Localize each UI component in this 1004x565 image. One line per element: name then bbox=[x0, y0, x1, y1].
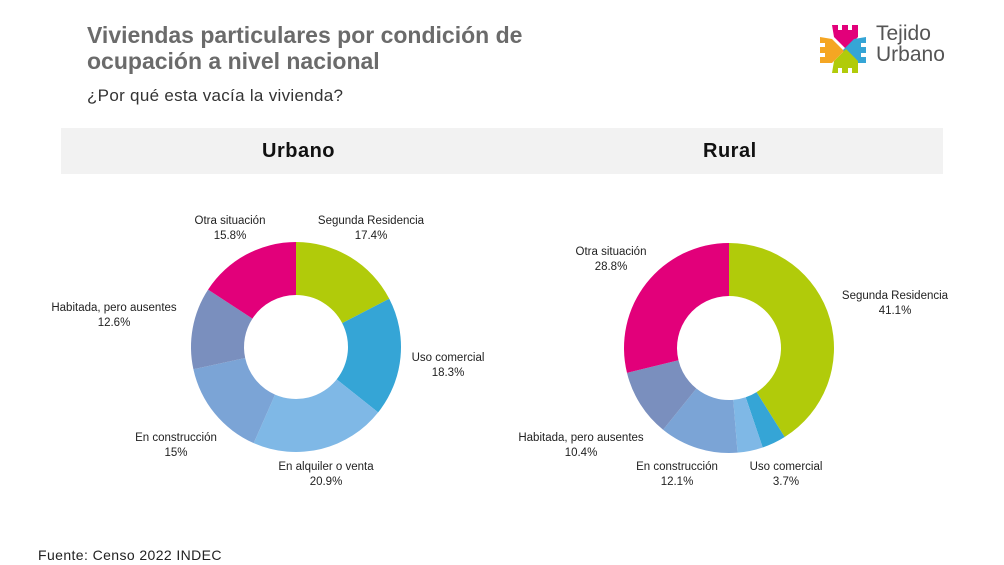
slice-value-label: 28.8% bbox=[595, 261, 628, 273]
section-label-rural: Rural bbox=[703, 140, 757, 162]
slice-uso-comercial bbox=[336, 298, 401, 413]
slice-otra-situación bbox=[623, 243, 729, 373]
slice-segunda-residencia bbox=[296, 242, 390, 324]
slice-value-label: 12.6% bbox=[98, 317, 131, 329]
slice-en-alquiler-o-venta bbox=[253, 379, 379, 452]
donut-urbano: Segunda Residencia 17.4% Uso comercial 18.3… bbox=[51, 215, 484, 488]
slice-habitada-pero-ausentes bbox=[191, 289, 253, 370]
slice-label: Segunda Residencia bbox=[318, 215, 425, 227]
slice-label: Uso comercial bbox=[412, 352, 485, 364]
slice-value-label: 18.3% bbox=[432, 367, 465, 379]
chart-subtitle: ¿Por qué esta vacía la vivienda? bbox=[87, 86, 344, 105]
section-label-urbano: Urbano bbox=[262, 140, 335, 162]
source-note: Fuente: Censo 2022 INDEC bbox=[38, 547, 222, 563]
logo-text-line-1: Tejido bbox=[876, 22, 931, 45]
logo-text: Tejido Urbano bbox=[876, 23, 945, 65]
tejido-urbano-logo: Tejido Urbano bbox=[818, 21, 958, 76]
chart-title: Viviendas particulares por condición de … bbox=[87, 22, 607, 74]
slice-value-label: 20.9% bbox=[310, 476, 343, 488]
slice-value-label: 3.7% bbox=[773, 476, 799, 488]
slice-label: Habitada, pero ausentes bbox=[51, 302, 177, 314]
slice-uso-comercial bbox=[745, 392, 785, 448]
title-line-1: Viviendas particulares por condición de bbox=[87, 22, 523, 48]
slice-value-label: 17.4% bbox=[355, 230, 388, 242]
slice-otra-situación bbox=[208, 242, 296, 319]
slice-label: Otra situación bbox=[576, 246, 647, 258]
slice-value-label: 12.1% bbox=[661, 476, 694, 488]
slice-value-label: 15% bbox=[164, 447, 187, 459]
logo-green-piece bbox=[832, 49, 858, 73]
slice-label: En construcción bbox=[135, 432, 217, 444]
slice-label: En construcción bbox=[636, 461, 718, 473]
slice-en-alquiler-o-venta bbox=[733, 397, 763, 453]
slice-value-label: 15.8% bbox=[214, 230, 247, 242]
slice-habitada-pero-ausentes bbox=[626, 360, 697, 430]
slice-label: En alquiler o venta bbox=[278, 461, 374, 473]
title-line-2: ocupación a nivel nacional bbox=[87, 48, 380, 74]
slice-value-label: 41.1% bbox=[879, 305, 912, 317]
slice-value-label: 10.4% bbox=[565, 447, 598, 459]
donut-rural: Segunda Residencia 41.1% Uso comercial 3.7%… bbox=[518, 243, 949, 488]
logo-mark-icon bbox=[820, 25, 866, 73]
logo-orange-piece bbox=[820, 37, 844, 63]
logo-text-line-2: Urbano bbox=[876, 43, 945, 66]
slice-label: Otra situación bbox=[195, 215, 266, 227]
slice-segunda-residencia bbox=[729, 243, 834, 438]
slice-label: Habitada, pero ausentes bbox=[518, 432, 644, 444]
slice-en-construcción bbox=[193, 358, 276, 444]
slice-label: Segunda Residencia bbox=[842, 290, 949, 302]
slice-en-construcción bbox=[663, 388, 738, 453]
slice-label: Uso comercial bbox=[750, 461, 823, 473]
section-header-band: Urbano Rural bbox=[61, 128, 943, 174]
